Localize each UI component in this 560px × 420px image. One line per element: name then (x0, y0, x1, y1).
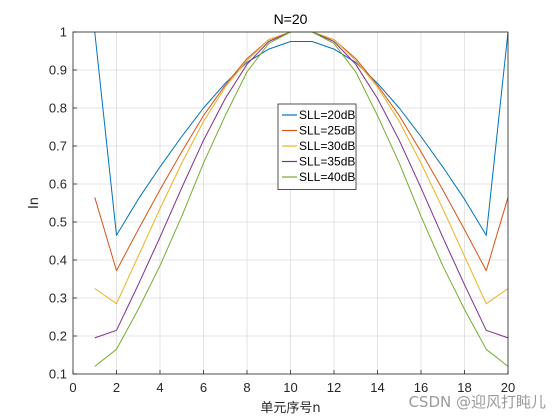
y-tick-label-6: 0.7 (49, 139, 67, 154)
x-tick-label-2: 4 (156, 380, 163, 395)
y-tick-label-9: 1 (60, 25, 67, 40)
x-tick-label-6: 12 (327, 380, 341, 395)
legend-entry-1: SLL=25dB (299, 124, 355, 138)
y-axis-label: In (27, 197, 42, 209)
legend-entry-4: SLL=40dB (299, 170, 355, 184)
legend-entry-3: SLL=35dB (299, 155, 355, 169)
x-tick-label-0: 0 (69, 380, 76, 395)
y-tick-label-1: 0.2 (49, 329, 67, 344)
series-line-0 (94, 31, 509, 236)
watermark: CSDN @迎风打盹儿 (408, 393, 546, 411)
x-tick-label-8: 16 (414, 380, 428, 395)
x-tick-label-4: 8 (243, 380, 250, 395)
ticks: 0 2 4 6 8 10 12 14 16 18 20 0.1 0.2 0.3 0.4 0.5 0.6 0.7 0.… (49, 25, 515, 396)
chart-title: N=20 (274, 11, 308, 27)
y-tick-label-0: 0.1 (49, 367, 67, 382)
x-tick-label-3: 6 (200, 380, 207, 395)
y-tick-label-4: 0.5 (49, 215, 67, 230)
series-layer (94, 31, 509, 367)
x-tick-label-9: 18 (457, 380, 471, 395)
y-tick-label-5: 0.6 (49, 177, 67, 192)
y-tick-label-8: 0.9 (49, 63, 67, 78)
series-line-4 (94, 31, 509, 367)
legend-box (277, 103, 357, 190)
x-tick-label-5: 10 (283, 380, 297, 395)
y-tick-label-3: 0.4 (49, 253, 67, 268)
x-axis-label: 单元序号n (260, 401, 320, 416)
grid (72, 31, 509, 375)
legend-entry-2: SLL=30dB (299, 139, 355, 153)
legend-entry-0: SLL=20dB (299, 108, 355, 122)
y-tick-label-2: 0.3 (49, 291, 67, 306)
x-tick-label-7: 14 (370, 380, 384, 395)
y-tick-label-7: 0.8 (49, 101, 67, 116)
x-tick-label-10: 20 (501, 380, 515, 395)
x-tick-label-1: 2 (113, 380, 120, 395)
